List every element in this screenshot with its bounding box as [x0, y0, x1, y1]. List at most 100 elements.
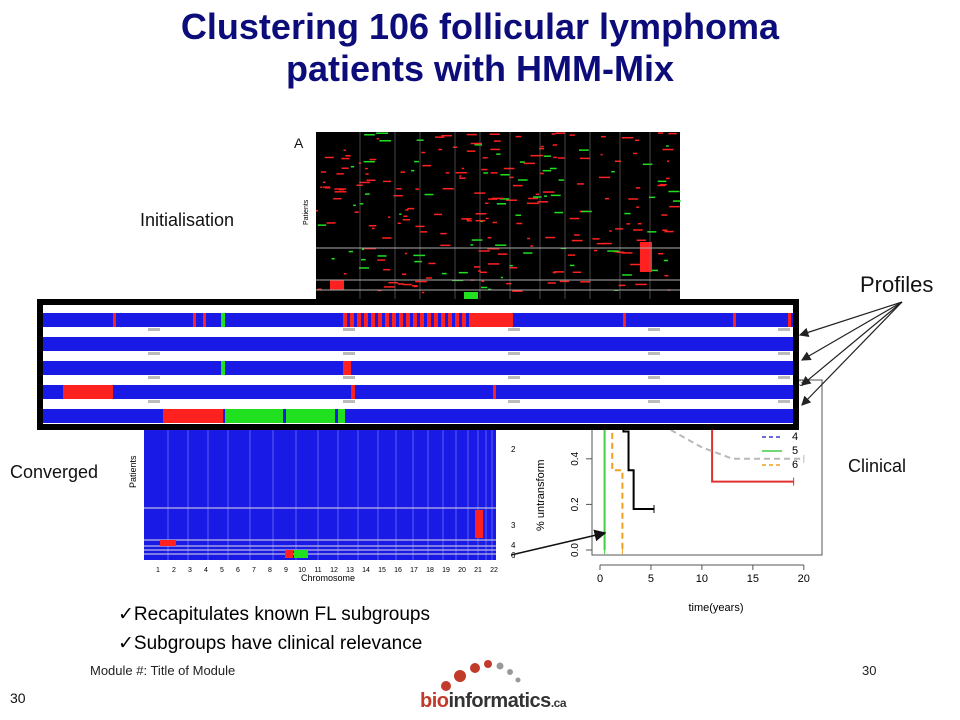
- initial-cell: [393, 194, 403, 197]
- profile-gain: [203, 313, 206, 327]
- initial-cell: [421, 151, 426, 154]
- slide-number: 30: [10, 690, 26, 706]
- legend-fragment: 03: [794, 378, 804, 388]
- profile-gap: [43, 399, 793, 409]
- initial-cell: [569, 134, 575, 136]
- profile-arrow-2: [800, 301, 903, 361]
- initial-cell: [480, 271, 487, 274]
- initial-cell: [622, 274, 632, 276]
- initial-cell: [317, 224, 327, 226]
- chromosome-tick: 8: [268, 567, 272, 574]
- initial-cell: [493, 140, 501, 142]
- initial-cell: [407, 207, 415, 210]
- profile-arrow-4: [801, 301, 903, 406]
- initial-cell: [481, 168, 488, 171]
- initial-cell: [604, 197, 610, 200]
- initial-cell: [666, 160, 670, 162]
- footer-module: Module #: Title of Module: [90, 663, 236, 678]
- initial-cell: [428, 262, 436, 265]
- initial-cell: [600, 153, 603, 156]
- initial-cell: [635, 283, 647, 286]
- initial-cell: [334, 191, 347, 193]
- initial-cell: [323, 186, 331, 188]
- initial-cell: [509, 176, 514, 179]
- initial-cell: [485, 217, 489, 220]
- initial-cell: [402, 283, 412, 286]
- initial-cell: [635, 187, 641, 189]
- initial-cell: [593, 249, 598, 252]
- x-tick-label: 5: [648, 573, 654, 585]
- chromosome-tick: 21: [474, 567, 482, 574]
- initial-cell: [567, 254, 575, 256]
- initial-cell: [515, 135, 522, 138]
- initial-cell: [649, 269, 659, 272]
- initial-cell: [361, 258, 366, 261]
- chromosome-tick: 1: [156, 567, 160, 574]
- initial-block: [330, 280, 344, 290]
- profile-arrow-1: [798, 301, 903, 337]
- initial-cell: [364, 193, 370, 195]
- profile-gain: [113, 313, 116, 327]
- initial-cell: [425, 277, 432, 279]
- profiles-box: [37, 299, 799, 430]
- initial-cell: [535, 193, 540, 195]
- initial-cell: [440, 244, 451, 247]
- profile-marker: [508, 376, 520, 379]
- profile-gain: [343, 313, 347, 327]
- cluster-arrow-line: [510, 529, 607, 556]
- profile-marker: [778, 352, 790, 355]
- initial-cell: [413, 285, 418, 288]
- initial-cell: [361, 248, 365, 251]
- initial-cell: [475, 219, 486, 222]
- profile-gain: [469, 313, 473, 327]
- initial-cell: [490, 148, 501, 151]
- initial-cell: [621, 252, 633, 254]
- initial-cell: [598, 176, 611, 179]
- initial-cell: [377, 259, 386, 261]
- initial-cell: [442, 188, 454, 190]
- profile-gain: [788, 313, 791, 327]
- initial-cell: [341, 167, 349, 169]
- initial-cell: [581, 210, 592, 213]
- initial-cell: [549, 167, 557, 170]
- chromosome-tick: 7: [252, 567, 256, 574]
- initial-cell: [666, 177, 670, 180]
- chromosome-tick: 18: [426, 567, 434, 574]
- profile-gain: [193, 313, 196, 327]
- initial-cell: [475, 213, 487, 215]
- chromosome-tick: 4: [204, 567, 208, 574]
- heatmap-initialisation: Patients: [303, 132, 681, 300]
- profile-gain: [623, 313, 626, 327]
- initial-cell: [648, 196, 656, 199]
- initial-cell: [415, 188, 419, 190]
- initial-cell: [528, 197, 539, 200]
- initial-cell: [492, 221, 497, 224]
- initial-cell: [540, 145, 544, 148]
- initial-cell: [442, 272, 447, 275]
- initial-cell: [356, 184, 363, 186]
- logo-wordmark: bioinformatics.ca: [420, 690, 567, 713]
- initial-cell: [320, 186, 323, 188]
- profile-marker: [148, 376, 160, 379]
- initial-cell: [515, 214, 522, 216]
- initial-cell: [503, 167, 515, 170]
- initial-cell: [523, 162, 535, 165]
- initial-cell: [363, 160, 375, 163]
- check-icon: ✓: [118, 633, 134, 654]
- initial-cell: [657, 180, 667, 183]
- profile-gain: [420, 313, 424, 327]
- initial-cell: [376, 137, 379, 140]
- initial-cell: [580, 281, 591, 283]
- initial-cell: [506, 199, 518, 201]
- profile-marker: [343, 352, 355, 355]
- heatmap-converged: Patients 2 3 4 6 1 2 3 4 5 6 7 8 9 10 11 12 13 14 15 16…: [128, 430, 516, 583]
- initial-cell: [663, 259, 669, 262]
- panel-letter: A: [294, 135, 304, 151]
- profile-divider: [335, 409, 338, 423]
- chromosome-tick: 19: [442, 567, 450, 574]
- initial-cell: [540, 172, 544, 175]
- initial-cell: [624, 212, 631, 215]
- chromosome-tick: 5: [220, 567, 224, 574]
- slide-title: Clustering 106 follicular lymphoma patie…: [0, 6, 960, 90]
- initial-cell: [368, 225, 377, 227]
